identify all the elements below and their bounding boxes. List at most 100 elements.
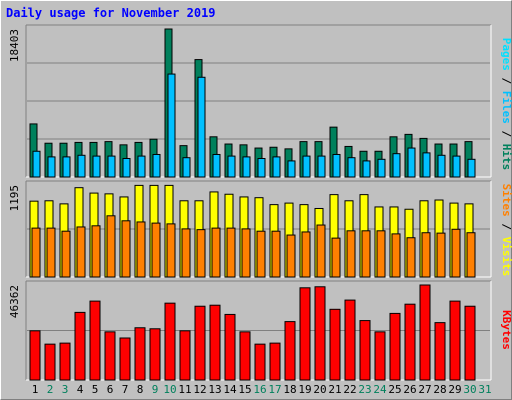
- kbytes-bar: [29, 330, 41, 381]
- legend-visits: Visits: [500, 237, 512, 277]
- kbytes-bar: [269, 342, 281, 381]
- sites-bar: [151, 222, 161, 278]
- x-day-label: 3: [62, 383, 69, 396]
- x-day-label: 16: [253, 383, 266, 396]
- legend-separator: /: [500, 217, 512, 237]
- sites-bar: [121, 220, 131, 278]
- files-bar: [137, 155, 146, 178]
- sites-bar: [181, 228, 191, 278]
- x-day-label: 5: [92, 383, 99, 396]
- y-max-label: 1195: [8, 185, 21, 212]
- kbytes-bar: [464, 305, 476, 381]
- y-max-label: 18403: [8, 29, 21, 62]
- kbytes-bar: [134, 327, 146, 381]
- sites-bar: [196, 229, 206, 278]
- legend-kbytes: KBytes: [500, 310, 512, 350]
- x-day-label: 14: [223, 383, 237, 396]
- kbytes-bar: [239, 331, 251, 381]
- legend-kbytes: KBytes: [500, 310, 512, 350]
- legend-separator: /: [500, 71, 512, 91]
- sites-bar: [241, 228, 251, 278]
- sites-bar: [211, 227, 221, 278]
- kbytes-bar: [224, 313, 236, 381]
- files-bar: [467, 158, 476, 178]
- x-day-label: 30: [463, 383, 476, 396]
- x-day-label: 26: [403, 383, 416, 396]
- x-day-label: 29: [448, 383, 461, 396]
- sites-bar: [136, 221, 146, 278]
- kbytes-bar: [149, 328, 161, 381]
- sites-bar: [31, 227, 41, 278]
- kbytes-bar: [89, 300, 101, 381]
- panel-kbytes: 46362: [8, 280, 492, 381]
- x-day-label: 23: [358, 383, 371, 396]
- kbytes-bar: [434, 322, 446, 381]
- kbytes-bar: [209, 304, 221, 381]
- kbytes-bar: [59, 342, 71, 381]
- files-bar: [182, 157, 191, 178]
- kbytes-bar: [194, 305, 206, 381]
- x-day-label: 15: [238, 383, 251, 396]
- files-bar: [422, 152, 431, 178]
- kbytes-bar: [299, 287, 311, 381]
- x-day-label: 10: [163, 383, 176, 396]
- kbytes-bar: [104, 331, 116, 381]
- kbytes-bar: [329, 308, 341, 381]
- legend-visits: Sites / Visits: [500, 184, 512, 277]
- x-day-label: 11: [178, 383, 191, 396]
- files-bar: [152, 153, 161, 178]
- sites-bar: [286, 234, 296, 278]
- sites-bar: [451, 228, 461, 278]
- files-bar: [392, 153, 401, 178]
- kbytes-bar: [119, 337, 131, 381]
- sites-bar: [391, 233, 401, 278]
- files-bar: [32, 150, 41, 178]
- y-max-label: 46362: [8, 285, 21, 318]
- sites-bar: [421, 232, 431, 278]
- files-bar: [347, 157, 356, 178]
- sites-bar: [436, 232, 446, 278]
- kbytes-bar: [449, 300, 461, 381]
- x-day-label: 8: [137, 383, 144, 396]
- files-bar: [407, 147, 416, 178]
- x-day-label: 12: [193, 383, 206, 396]
- files-bar: [452, 155, 461, 178]
- legend-text: Pages / Files / Hits: [500, 38, 512, 171]
- legend-pages: Pages: [500, 38, 512, 71]
- files-bar: [242, 156, 251, 178]
- kbytes-bar: [404, 303, 416, 381]
- x-day-label: 18: [283, 383, 296, 396]
- files-bar: [437, 154, 446, 178]
- kbytes-bar: [254, 343, 266, 381]
- legend-text: KBytes: [500, 310, 512, 350]
- x-day-label: 17: [268, 383, 281, 396]
- sites-bar: [271, 230, 281, 278]
- x-day-label: 25: [388, 383, 401, 396]
- panel-visits: 1195: [8, 180, 492, 278]
- files-bar: [77, 154, 86, 178]
- sites-bar: [76, 226, 86, 278]
- sites-bar: [61, 230, 71, 278]
- kbytes-bar: [359, 320, 371, 381]
- x-day-label: 4: [77, 383, 84, 396]
- legend-usage: Pages / Files / Hits: [500, 38, 512, 171]
- kbytes-bar: [344, 299, 356, 381]
- files-bar: [107, 155, 116, 178]
- kbytes-bar: [179, 330, 191, 381]
- files-bar: [212, 153, 221, 178]
- sites-bar: [256, 230, 266, 278]
- x-day-label: 6: [107, 383, 114, 396]
- files-bar: [272, 156, 281, 178]
- sites-bar: [301, 231, 311, 278]
- sites-bar: [316, 224, 326, 278]
- sites-bar: [166, 223, 176, 278]
- sites-bar: [46, 227, 56, 278]
- x-day-label: 2: [47, 383, 54, 396]
- kbytes-bar: [419, 284, 431, 381]
- sites-bar: [361, 230, 371, 278]
- files-bar: [47, 156, 56, 178]
- panel-usage: 18403: [8, 24, 492, 178]
- x-day-label: 7: [122, 383, 129, 396]
- x-day-label: 1: [32, 383, 39, 396]
